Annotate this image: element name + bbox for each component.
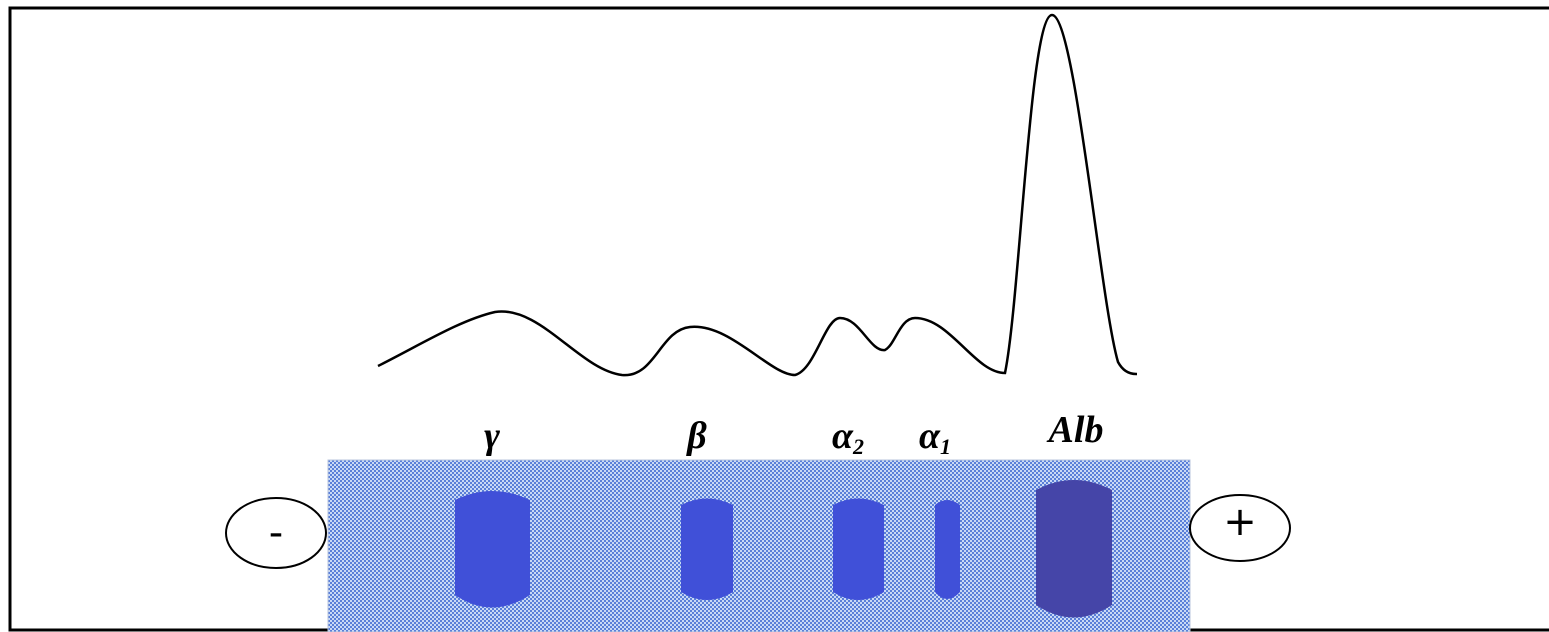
band-label: γ bbox=[484, 415, 500, 457]
cathode-label: - bbox=[269, 510, 283, 556]
band-beta bbox=[681, 499, 733, 601]
band-label-subscript: 1 bbox=[940, 434, 951, 459]
band-albumin bbox=[1036, 480, 1112, 618]
band-label: β bbox=[685, 415, 707, 457]
diagram: γ β α2 α1 Alb - + bbox=[0, 0, 1549, 632]
page: γ β α2 α1 Alb - + (() => { const data = … bbox=[0, 0, 1549, 632]
band-label-subscript: 2 bbox=[852, 434, 864, 459]
band-alpha1 bbox=[935, 500, 960, 599]
band-label: Alb bbox=[1047, 409, 1104, 451]
band-alpha2 bbox=[833, 499, 884, 601]
band-label-symbol: α bbox=[919, 415, 941, 457]
anode-label: + bbox=[1223, 499, 1257, 545]
band-gamma bbox=[455, 491, 530, 608]
band-label-symbol: α bbox=[832, 415, 854, 457]
